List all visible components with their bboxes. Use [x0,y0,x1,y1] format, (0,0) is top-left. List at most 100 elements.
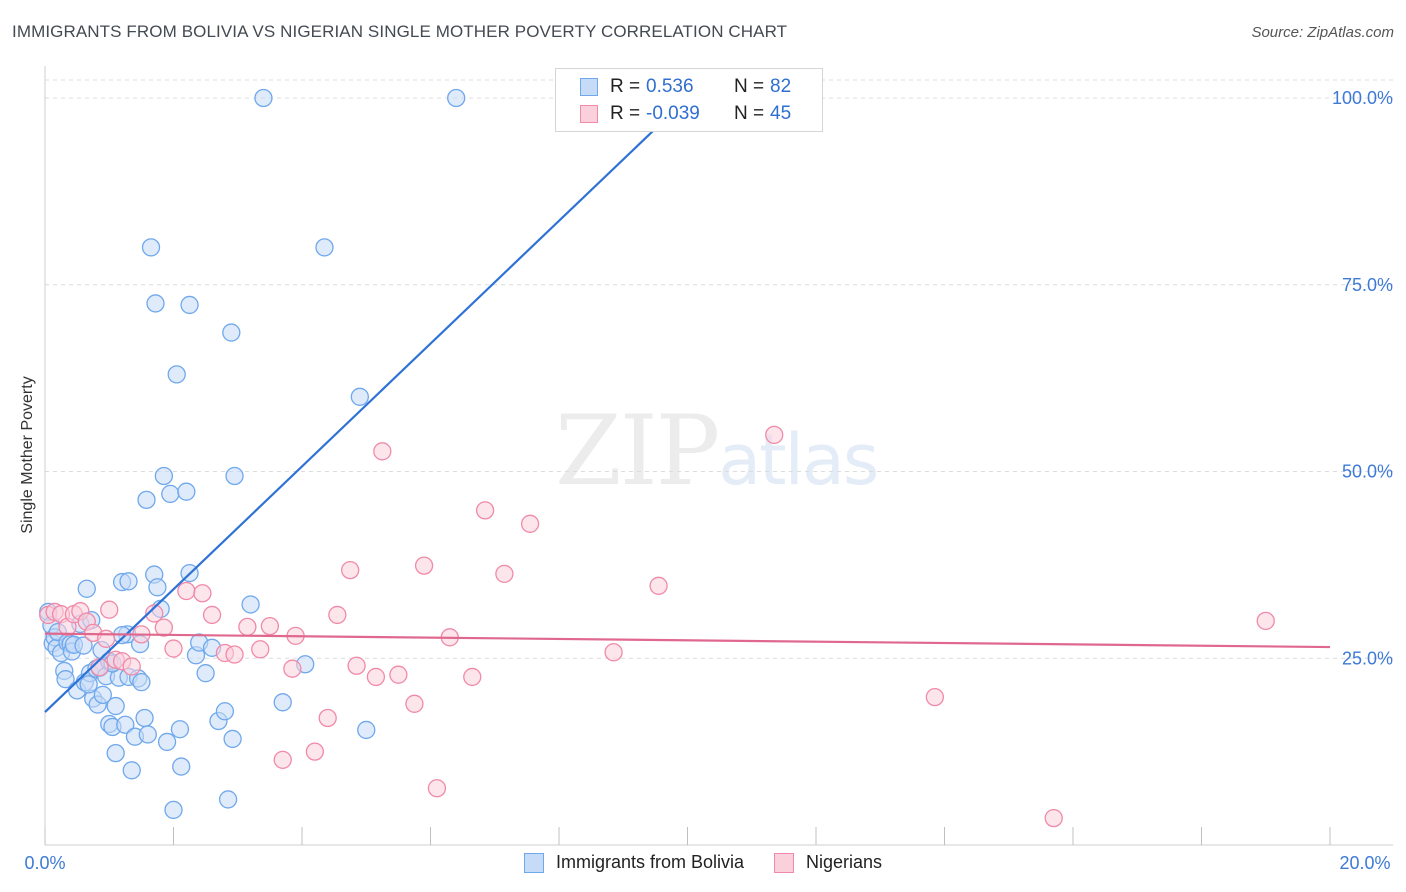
point-nigerians [164,639,183,658]
x-tick-label: 20.0% [1339,853,1390,873]
legend-label-bolivia: Immigrants from Bolivia [555,852,744,872]
stats-legend-row-nigerians: R = -0.039 N = 45 [580,101,791,127]
r-value: -0.039 [646,103,700,124]
point-bolivia [106,696,125,716]
legend-label-nigerians: Nigerians [806,852,883,872]
point-bolivia [116,715,135,734]
point-nigerians [427,779,447,798]
point-nigerians [318,708,337,728]
watermark-zip: ZIP [555,395,720,507]
series-bolivia [39,88,466,820]
point-nigerians [649,576,668,595]
point-nigerians [765,425,784,445]
point-bolivia [56,670,75,689]
point-bolivia [215,702,235,721]
point-bolivia [106,743,125,763]
point-nigerians [414,556,434,575]
y-tick-label: 75.0% [1342,275,1393,295]
point-nigerians [238,617,257,637]
series-legend: Immigrants from Bolivia Nigerians [0,852,1406,873]
point-nigerians [520,514,540,533]
point-nigerians [122,657,141,676]
point-bolivia [350,387,369,406]
watermark: ZIPatlas [555,395,879,507]
point-nigerians [373,442,392,461]
point-nigerians [495,564,514,583]
r-value: 0.536 [646,76,694,97]
y-tick-label: 100.0% [1332,88,1393,108]
point-bolivia [315,238,334,257]
point-bolivia [138,725,157,744]
point-nigerians [177,581,196,601]
point-bolivia [157,732,177,752]
point-nigerians [1256,611,1275,631]
point-bolivia [74,636,93,655]
point-bolivia [357,720,376,740]
point-bolivia [254,88,273,108]
stats-legend: R = 0.536 N = 82 R = -0.039 N = 45 [555,68,823,132]
point-nigerians [145,604,164,623]
point-bolivia [154,466,174,486]
point-nigerians [193,584,212,603]
point-nigerians [366,667,386,687]
point-bolivia [172,757,191,776]
legend-item-bolivia[interactable]: Immigrants from Bolivia [523,852,744,873]
point-nigerians [305,742,325,761]
chart-title: IMMIGRANTS FROM BOLIVIA VS NIGERIAN SING… [12,22,788,41]
point-bolivia [167,365,186,384]
point-bolivia [146,294,165,313]
point-nigerians [463,667,482,687]
point-bolivia [148,578,167,597]
r-label: R = [610,76,641,97]
point-nigerians [283,659,302,678]
point-nigerians [202,605,222,625]
n-label: N = [734,76,765,97]
point-nigerians [251,640,270,659]
source-label: Source: ZipAtlas.com [1251,24,1394,41]
point-bolivia [79,675,98,694]
point-bolivia [132,673,151,692]
point-nigerians [347,656,366,675]
point-nigerians [225,645,244,664]
point-bolivia [177,482,196,501]
point-bolivia [137,490,156,510]
trendline-bolivia [44,97,689,713]
r-label: R = [610,103,641,124]
n-label: N = [734,103,765,124]
y-tick-label: 50.0% [1342,462,1393,482]
point-nigerians [604,643,623,662]
trendline-nigerians [44,632,1331,649]
swatch-nigerians [580,105,598,123]
point-nigerians [154,618,174,637]
legend-swatch-nigerians [774,852,794,873]
point-bolivia [180,295,199,315]
point-nigerians [1044,808,1063,828]
point-bolivia [161,484,180,504]
x-tick-label: 0.0% [24,853,65,873]
stats-legend-row-bolivia: R = 0.536 N = 82 [580,74,791,100]
legend-item-nigerians[interactable]: Nigerians [774,852,882,873]
point-bolivia [222,323,241,342]
point-nigerians [260,616,280,636]
point-bolivia [447,88,466,108]
point-nigerians [96,629,116,648]
point-nigerians [925,687,945,707]
point-bolivia [93,685,112,705]
point-bolivia [241,595,260,614]
legend-swatch-bolivia [523,852,544,873]
point-bolivia [135,708,154,728]
y-tick-label: 25.0% [1342,648,1393,668]
point-nigerians [475,501,495,520]
point-bolivia [218,790,238,809]
point-nigerians [389,665,408,684]
point-bolivia [225,466,244,486]
point-nigerians [341,560,360,580]
point-bolivia [273,693,292,712]
point-bolivia [170,720,190,739]
point-bolivia [223,729,242,749]
swatch-bolivia [580,78,598,96]
point-bolivia [122,761,141,780]
point-nigerians [405,694,424,713]
point-bolivia [164,800,183,820]
